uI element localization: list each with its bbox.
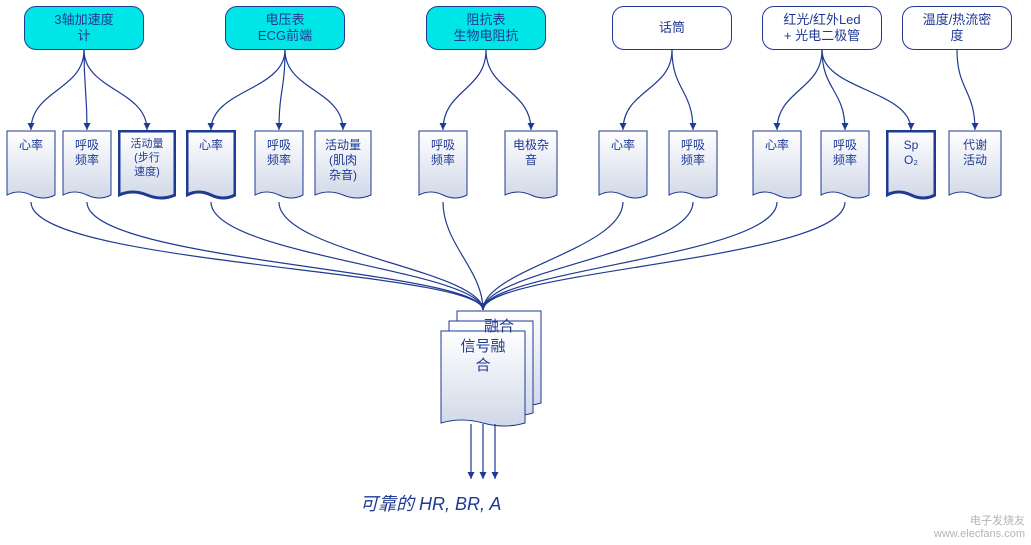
- doc-d3: 心率: [186, 130, 236, 202]
- sensor-s4: 红光/红外Led + 光电二极管: [762, 6, 882, 50]
- doc-d4: 呼吸 频率: [254, 130, 304, 202]
- doc-d10: 心率: [752, 130, 802, 202]
- sensor-s2: 阻抗表 生物电阻抗: [426, 6, 546, 50]
- doc-d1: 呼吸 频率: [62, 130, 112, 202]
- output-text: 可靠的 HR, BR, A: [360, 490, 501, 516]
- fusion-front: 信号融 合: [440, 330, 526, 430]
- doc-d12: Sp O₂: [886, 130, 936, 202]
- watermark: 电子发烧友 www.elecfans.com: [934, 515, 1025, 541]
- doc-d2: 活动量 (步行 速度): [118, 130, 176, 202]
- doc-d0: 心率: [6, 130, 56, 202]
- sensor-s5: 温度/热流密 度: [902, 6, 1012, 50]
- doc-d5: 活动量 (肌肉 杂音): [314, 130, 372, 202]
- doc-d7: 电极杂 音: [504, 130, 558, 202]
- sensor-s0: 3轴加速度 计: [24, 6, 144, 50]
- doc-d9: 呼吸 频率: [668, 130, 718, 202]
- sensor-s3: 话筒: [612, 6, 732, 50]
- doc-d13: 代谢 活动: [948, 130, 1002, 202]
- sensor-s1: 电压表 ECG前端: [225, 6, 345, 50]
- doc-d8: 心率: [598, 130, 648, 202]
- doc-d11: 呼吸 频率: [820, 130, 870, 202]
- doc-d6: 呼吸 频率: [418, 130, 468, 202]
